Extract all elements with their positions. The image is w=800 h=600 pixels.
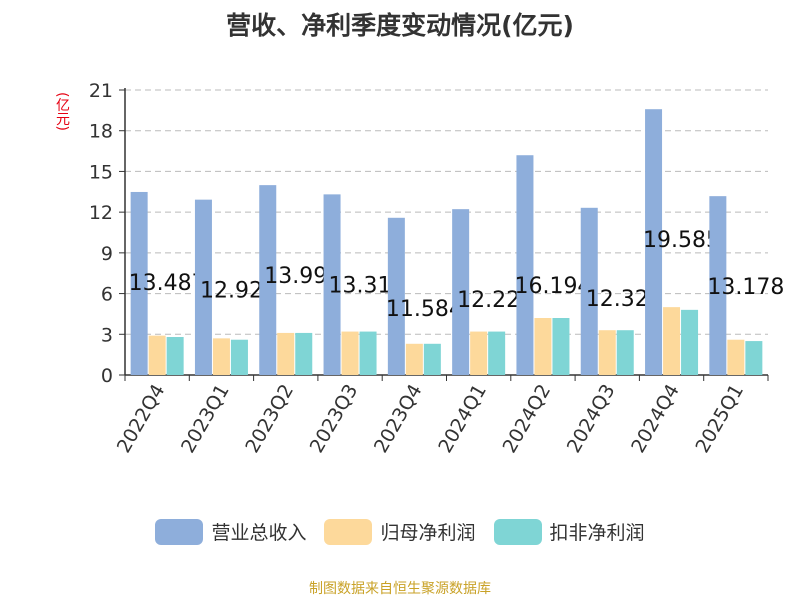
bar-revenue-2024Q2 xyxy=(516,155,534,375)
x-tick-label-2023Q4: 2023Q4 xyxy=(370,381,427,457)
legend-label-net-profit: 归母净利润 xyxy=(380,522,476,544)
bar-net-profit-2023Q1 xyxy=(212,338,230,375)
bar-deducted-net-profit-2023Q3 xyxy=(359,331,377,375)
legend: 营业总收入 归母净利润 扣非净利润 xyxy=(0,518,800,545)
data-label-revenue-2023Q1: 12.92 xyxy=(200,279,263,304)
y-tick-label: 0 xyxy=(101,365,113,387)
bar-revenue-2022Q4 xyxy=(130,191,148,375)
bar-revenue-2023Q3 xyxy=(323,194,341,375)
data-label-revenue-2024Q2: 16.194 xyxy=(514,274,591,299)
bar-net-profit-2024Q1 xyxy=(470,331,488,375)
bar-revenue-2024Q3 xyxy=(580,207,598,375)
bar-revenue-2023Q4 xyxy=(387,217,405,375)
x-tick-label-2024Q3: 2024Q3 xyxy=(563,381,620,457)
x-tick-label-2025Q1: 2025Q1 xyxy=(691,381,748,457)
x-tick-label-2023Q1: 2023Q1 xyxy=(177,381,234,457)
bar-revenue-2023Q2 xyxy=(259,185,277,375)
x-tick-label-2023Q3: 2023Q3 xyxy=(306,381,363,457)
y-tick-label: 12 xyxy=(89,202,113,224)
bar-net-profit-2023Q3 xyxy=(341,331,359,375)
chart-title: 营收、净利季度变动情况(亿元) xyxy=(226,11,574,40)
bar-net-profit-2023Q4 xyxy=(405,343,423,375)
data-label-revenue-2024Q3: 12.32 xyxy=(586,287,649,312)
bar-deducted-net-profit-2023Q4 xyxy=(423,343,441,375)
bar-net-profit-2022Q4 xyxy=(148,335,166,375)
legend-swatch-revenue xyxy=(155,518,204,545)
bar-net-profit-2024Q3 xyxy=(598,330,616,375)
bar-net-profit-2023Q2 xyxy=(277,332,295,375)
bar-net-profit-2025Q1 xyxy=(727,339,745,375)
legend-label-deducted-net-profit: 扣非净利润 xyxy=(549,522,645,544)
data-label-revenue-2024Q1: 12.22 xyxy=(457,288,520,313)
bar-net-profit-2024Q2 xyxy=(534,318,552,375)
bar-revenue-2025Q1 xyxy=(709,196,727,375)
data-source-note: 制图数据来自恒生聚源数据库 xyxy=(309,581,491,597)
x-tick-label-2024Q4: 2024Q4 xyxy=(627,381,684,457)
bar-deducted-net-profit-2024Q2 xyxy=(552,318,570,375)
x-tick-label-2024Q2: 2024Q2 xyxy=(499,381,556,457)
x-tick-label-2022Q4: 2022Q4 xyxy=(113,381,170,457)
y-tick-label: 15 xyxy=(89,161,113,183)
bar-deducted-net-profit-2025Q1 xyxy=(745,341,763,375)
bar-revenue-2024Q1 xyxy=(452,209,470,375)
legend-swatch-net-profit xyxy=(324,518,373,545)
legend-item-deducted-net-profit[interactable]: 扣非净利润 xyxy=(493,518,645,545)
data-label-revenue-2023Q2: 13.99 xyxy=(264,264,327,289)
y-tick-label: 6 xyxy=(101,284,113,306)
data-label-revenue-2022Q4: 13.487 xyxy=(129,271,206,296)
y-axis-unit-label: (亿元) xyxy=(54,92,70,131)
legend-item-net-profit[interactable]: 归母净利润 xyxy=(324,518,476,545)
bar-revenue-2024Q4 xyxy=(645,109,663,375)
bar-deducted-net-profit-2024Q3 xyxy=(616,330,634,375)
y-tick-label: 21 xyxy=(89,80,113,102)
y-tick-label: 9 xyxy=(101,243,113,265)
y-tick-label: 18 xyxy=(89,121,113,143)
legend-swatch-deducted-net-profit xyxy=(493,518,542,545)
y-tick-label: 3 xyxy=(101,324,113,346)
bar-revenue-2023Q1 xyxy=(194,199,212,375)
legend-item-revenue[interactable]: 营业总收入 xyxy=(155,518,306,545)
data-label-revenue-2025Q1: 13.178 xyxy=(707,275,784,300)
bar-deducted-net-profit-2023Q2 xyxy=(295,332,313,375)
x-tick-label-2024Q1: 2024Q1 xyxy=(434,381,491,457)
bar-deducted-net-profit-2022Q4 xyxy=(166,337,184,375)
bar-deducted-net-profit-2024Q1 xyxy=(488,331,506,375)
data-label-revenue-2023Q3: 13.31 xyxy=(329,273,392,298)
bar-deducted-net-profit-2023Q1 xyxy=(230,339,248,375)
bar-deducted-net-profit-2024Q4 xyxy=(681,309,699,375)
bar-net-profit-2024Q4 xyxy=(663,307,681,375)
legend-label-revenue: 营业总收入 xyxy=(211,522,307,544)
x-tick-label-2023Q2: 2023Q2 xyxy=(241,381,298,457)
data-label-revenue-2023Q4: 11.584 xyxy=(386,297,463,322)
data-label-revenue-2024Q4: 19.585 xyxy=(643,228,720,253)
